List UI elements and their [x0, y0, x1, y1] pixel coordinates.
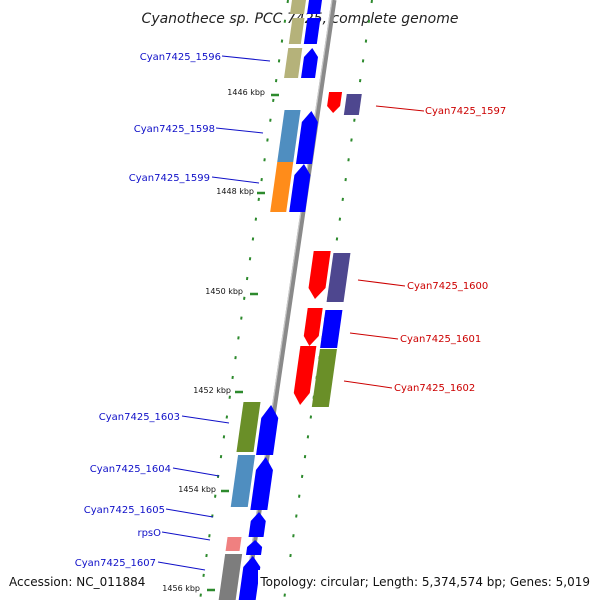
gene-label-cyan7425-1605[interactable]: Cyan7425_1605: [84, 505, 165, 516]
genome-summary-text: Topology: circular; Length: 5,374,574 bp…: [259, 575, 590, 589]
gene-strand-bar[interactable]: [307, 0, 322, 14]
plus-leader-lines: [343, 105, 425, 389]
kbp-label-1452: 1452 kbp: [193, 386, 231, 395]
gene-cyan7425-1600-block[interactable]: [326, 253, 351, 302]
minus-strand-genes: [218, 0, 322, 600]
gene-cyan7425-1602-arrow[interactable]: [292, 346, 317, 405]
gene-cyan7425-1604-block[interactable]: [230, 455, 256, 507]
kbp-label-1450: 1450 kbp: [205, 287, 243, 296]
gene-cyan7425-1598-block[interactable]: [277, 110, 301, 162]
gene-cyan7425-1601-arrow[interactable]: [302, 308, 323, 346]
gene-cyan7425-1599-arrow[interactable]: [289, 164, 312, 212]
gene-block-khaki[interactable]: [290, 0, 306, 14]
gene-label-cyan7425-1604[interactable]: Cyan7425_1604: [90, 464, 171, 475]
kbp-label-1446: 1446 kbp: [227, 88, 265, 97]
gene-block-khaki[interactable]: [288, 18, 305, 44]
gene-strand-bar[interactable]: [303, 18, 321, 44]
gene-label-cyan7425-1598[interactable]: Cyan7425_1598: [134, 124, 215, 135]
gene-rpso-block[interactable]: [225, 537, 242, 551]
gene-cyan7425-1602-block[interactable]: [311, 349, 337, 407]
gene-cyan7425-1607-block[interactable]: [218, 554, 243, 600]
gene-cyan7425-1597-arrow[interactable]: [326, 92, 343, 113]
gene-label-cyan7425-1599[interactable]: Cyan7425_1599: [129, 173, 210, 184]
gene-label-cyan7425-1596[interactable]: Cyan7425_1596: [140, 52, 221, 63]
gene-label-cyan7425-1601[interactable]: Cyan7425_1601: [400, 334, 481, 345]
gene-label-cyan7425-1602[interactable]: Cyan7425_1602: [394, 383, 475, 394]
minus-leader-lines: [157, 55, 271, 571]
gene-label-cyan7425-1600[interactable]: Cyan7425_1600: [407, 281, 488, 292]
kbp-label-1456: 1456 kbp: [162, 584, 200, 593]
gene-cyan7425-1601-block[interactable]: [320, 310, 343, 348]
ring-dots: [199, 0, 373, 600]
kbp-label-1448: 1448 kbp: [216, 187, 254, 196]
gene-label-cyan7425-1607[interactable]: Cyan7425_1607: [75, 558, 156, 569]
gene-cyan7425-1605-arrow[interactable]: [248, 512, 268, 537]
kbp-ticks: [207, 93, 279, 592]
gene-cyan7425-1598-arrow[interactable]: [295, 111, 319, 164]
gene-cyan7425-1600-arrow[interactable]: [307, 251, 331, 299]
gene-label-cyan7425-1603[interactable]: Cyan7425_1603: [99, 412, 180, 423]
gene-cyan7425-1599-block[interactable]: [270, 162, 294, 212]
gene-cyan7425-1603-block[interactable]: [236, 402, 261, 452]
footer-right-bg: [258, 570, 600, 592]
gene-cyan7425-1603-arrow[interactable]: [256, 405, 280, 455]
kbp-label-1454: 1454 kbp: [178, 485, 216, 494]
plus-strand-genes: [292, 92, 362, 407]
accession-text: Accession: NC_011884: [9, 575, 145, 589]
gene-cyan7425-1607-arrow[interactable]: [238, 556, 262, 600]
gene-label-cyan7425-1597[interactable]: Cyan7425_1597: [425, 106, 506, 117]
gene-rpso-arrow[interactable]: [245, 540, 263, 555]
gene-cyan7425-1604-arrow[interactable]: [250, 457, 274, 510]
gene-cyan7425-1596-arrow[interactable]: [301, 48, 319, 78]
footer-left-bg: [0, 570, 160, 592]
gene-label-rpso[interactable]: rpsO: [137, 528, 161, 539]
gene-cyan7425-1596-block[interactable]: [284, 48, 303, 78]
gene-cyan7425-1597-block[interactable]: [343, 94, 362, 115]
